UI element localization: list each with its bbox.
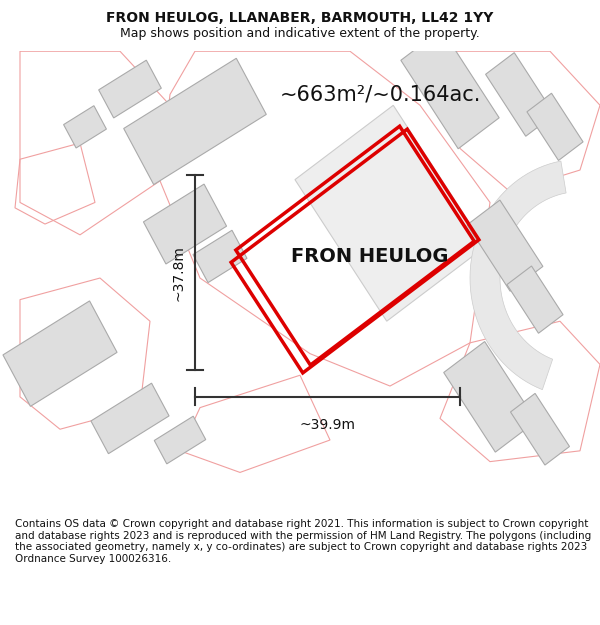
Polygon shape <box>527 93 583 161</box>
Polygon shape <box>124 58 266 184</box>
Polygon shape <box>467 200 543 291</box>
Polygon shape <box>295 105 485 321</box>
Text: FRON HEULOG: FRON HEULOG <box>291 247 449 266</box>
Polygon shape <box>444 341 536 452</box>
Text: Map shows position and indicative extent of the property.: Map shows position and indicative extent… <box>120 27 480 40</box>
Polygon shape <box>143 184 227 264</box>
Polygon shape <box>193 230 247 282</box>
Polygon shape <box>154 416 206 464</box>
Text: ~663m²/~0.164ac.: ~663m²/~0.164ac. <box>280 84 481 104</box>
Polygon shape <box>98 60 161 118</box>
Polygon shape <box>401 29 499 149</box>
Polygon shape <box>91 383 169 454</box>
Text: ~37.8m: ~37.8m <box>172 245 186 301</box>
Polygon shape <box>470 161 566 389</box>
Polygon shape <box>507 266 563 333</box>
Text: ~39.9m: ~39.9m <box>299 418 355 432</box>
Text: FRON HEULOG, LLANABER, BARMOUTH, LL42 1YY: FRON HEULOG, LLANABER, BARMOUTH, LL42 1Y… <box>106 11 494 25</box>
Polygon shape <box>64 106 106 148</box>
Polygon shape <box>3 301 117 406</box>
Polygon shape <box>511 393 569 465</box>
Text: Contains OS data © Crown copyright and database right 2021. This information is : Contains OS data © Crown copyright and d… <box>15 519 591 564</box>
Polygon shape <box>485 52 554 136</box>
